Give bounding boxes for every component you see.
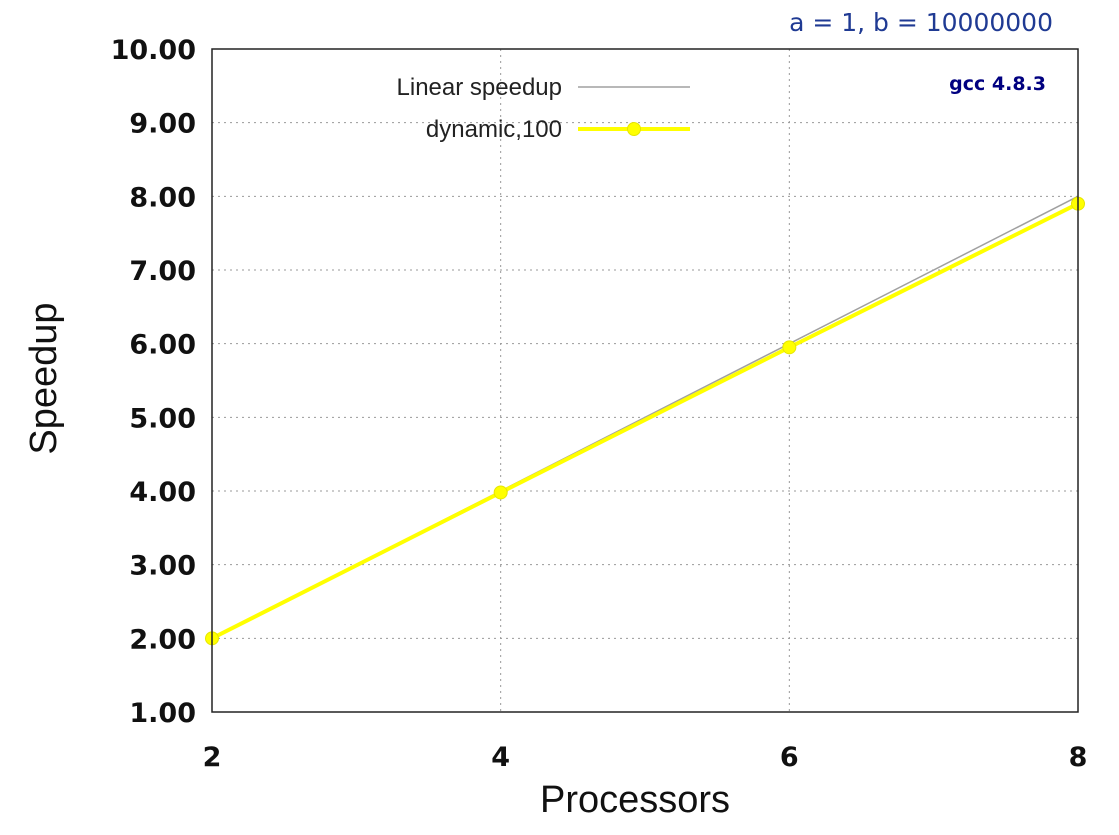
y-tick-label: 5.00 (129, 403, 196, 434)
legend-label: dynamic,100 (426, 116, 562, 143)
legend: Linear speedup dynamic,100 (397, 74, 690, 143)
y-tick-label: 4.00 (129, 477, 196, 508)
y-tick-label: 6.00 (129, 330, 196, 361)
y-tick-label: 1.00 (129, 698, 196, 729)
y-tick-label: 7.00 (129, 256, 196, 287)
series-line-2 (211, 201, 1079, 641)
y-tick-label: 8.00 (129, 182, 196, 213)
series-layer (205, 195, 1085, 646)
compiler-annotation: gcc 4.8.3 (949, 73, 1046, 95)
x-tick-label: 4 (491, 742, 510, 773)
legend-marker (627, 122, 641, 136)
range-annotation: a = 1, b = 10000000 (789, 8, 1053, 37)
x-tick-label: 8 (1069, 742, 1088, 773)
y-tick-label: 2.00 (129, 624, 196, 655)
y-tick-label: 3.00 (129, 551, 196, 582)
y-axis-label: Speedup (23, 302, 65, 454)
x-tick-label: 6 (780, 742, 799, 773)
x-tick-label: 2 (203, 742, 222, 773)
x-axis-label: Processors (540, 779, 730, 821)
data-point (782, 340, 797, 355)
y-tick-label: 9.00 (129, 109, 196, 140)
plot-frame (211, 48, 1079, 713)
grid-lines (212, 49, 1078, 712)
x-tick-labels: 2 4 6 8 (203, 742, 1088, 773)
legend-label: Linear speedup (397, 74, 562, 101)
data-point (493, 485, 508, 500)
y-tick-label: 10.00 (111, 35, 196, 66)
y-tick-labels: 1.00 2.00 3.00 4.00 5.00 6.00 7.00 8.00 9.00 10.0… (111, 35, 196, 729)
